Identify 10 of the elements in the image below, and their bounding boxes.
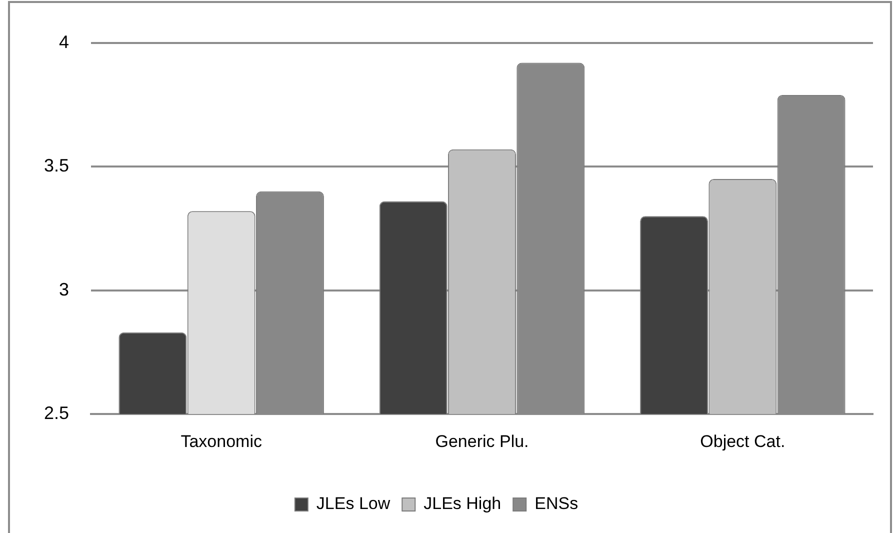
x-tick-label: Taxonomic bbox=[180, 432, 262, 451]
x-tick-label: Object Cat. bbox=[700, 432, 786, 451]
y-tick-label: 4 bbox=[58, 32, 69, 52]
legend-label: JLEs Low bbox=[316, 494, 391, 514]
x-tick-label: Generic Plu. bbox=[435, 432, 529, 451]
legend-label: ENSs bbox=[534, 494, 578, 514]
y-tick-label: 2.5 bbox=[44, 402, 69, 423]
y-tick-label: 3.5 bbox=[44, 156, 69, 176]
y-tick-label: 3 bbox=[58, 279, 69, 300]
legend-label: JLEs High bbox=[424, 494, 502, 514]
